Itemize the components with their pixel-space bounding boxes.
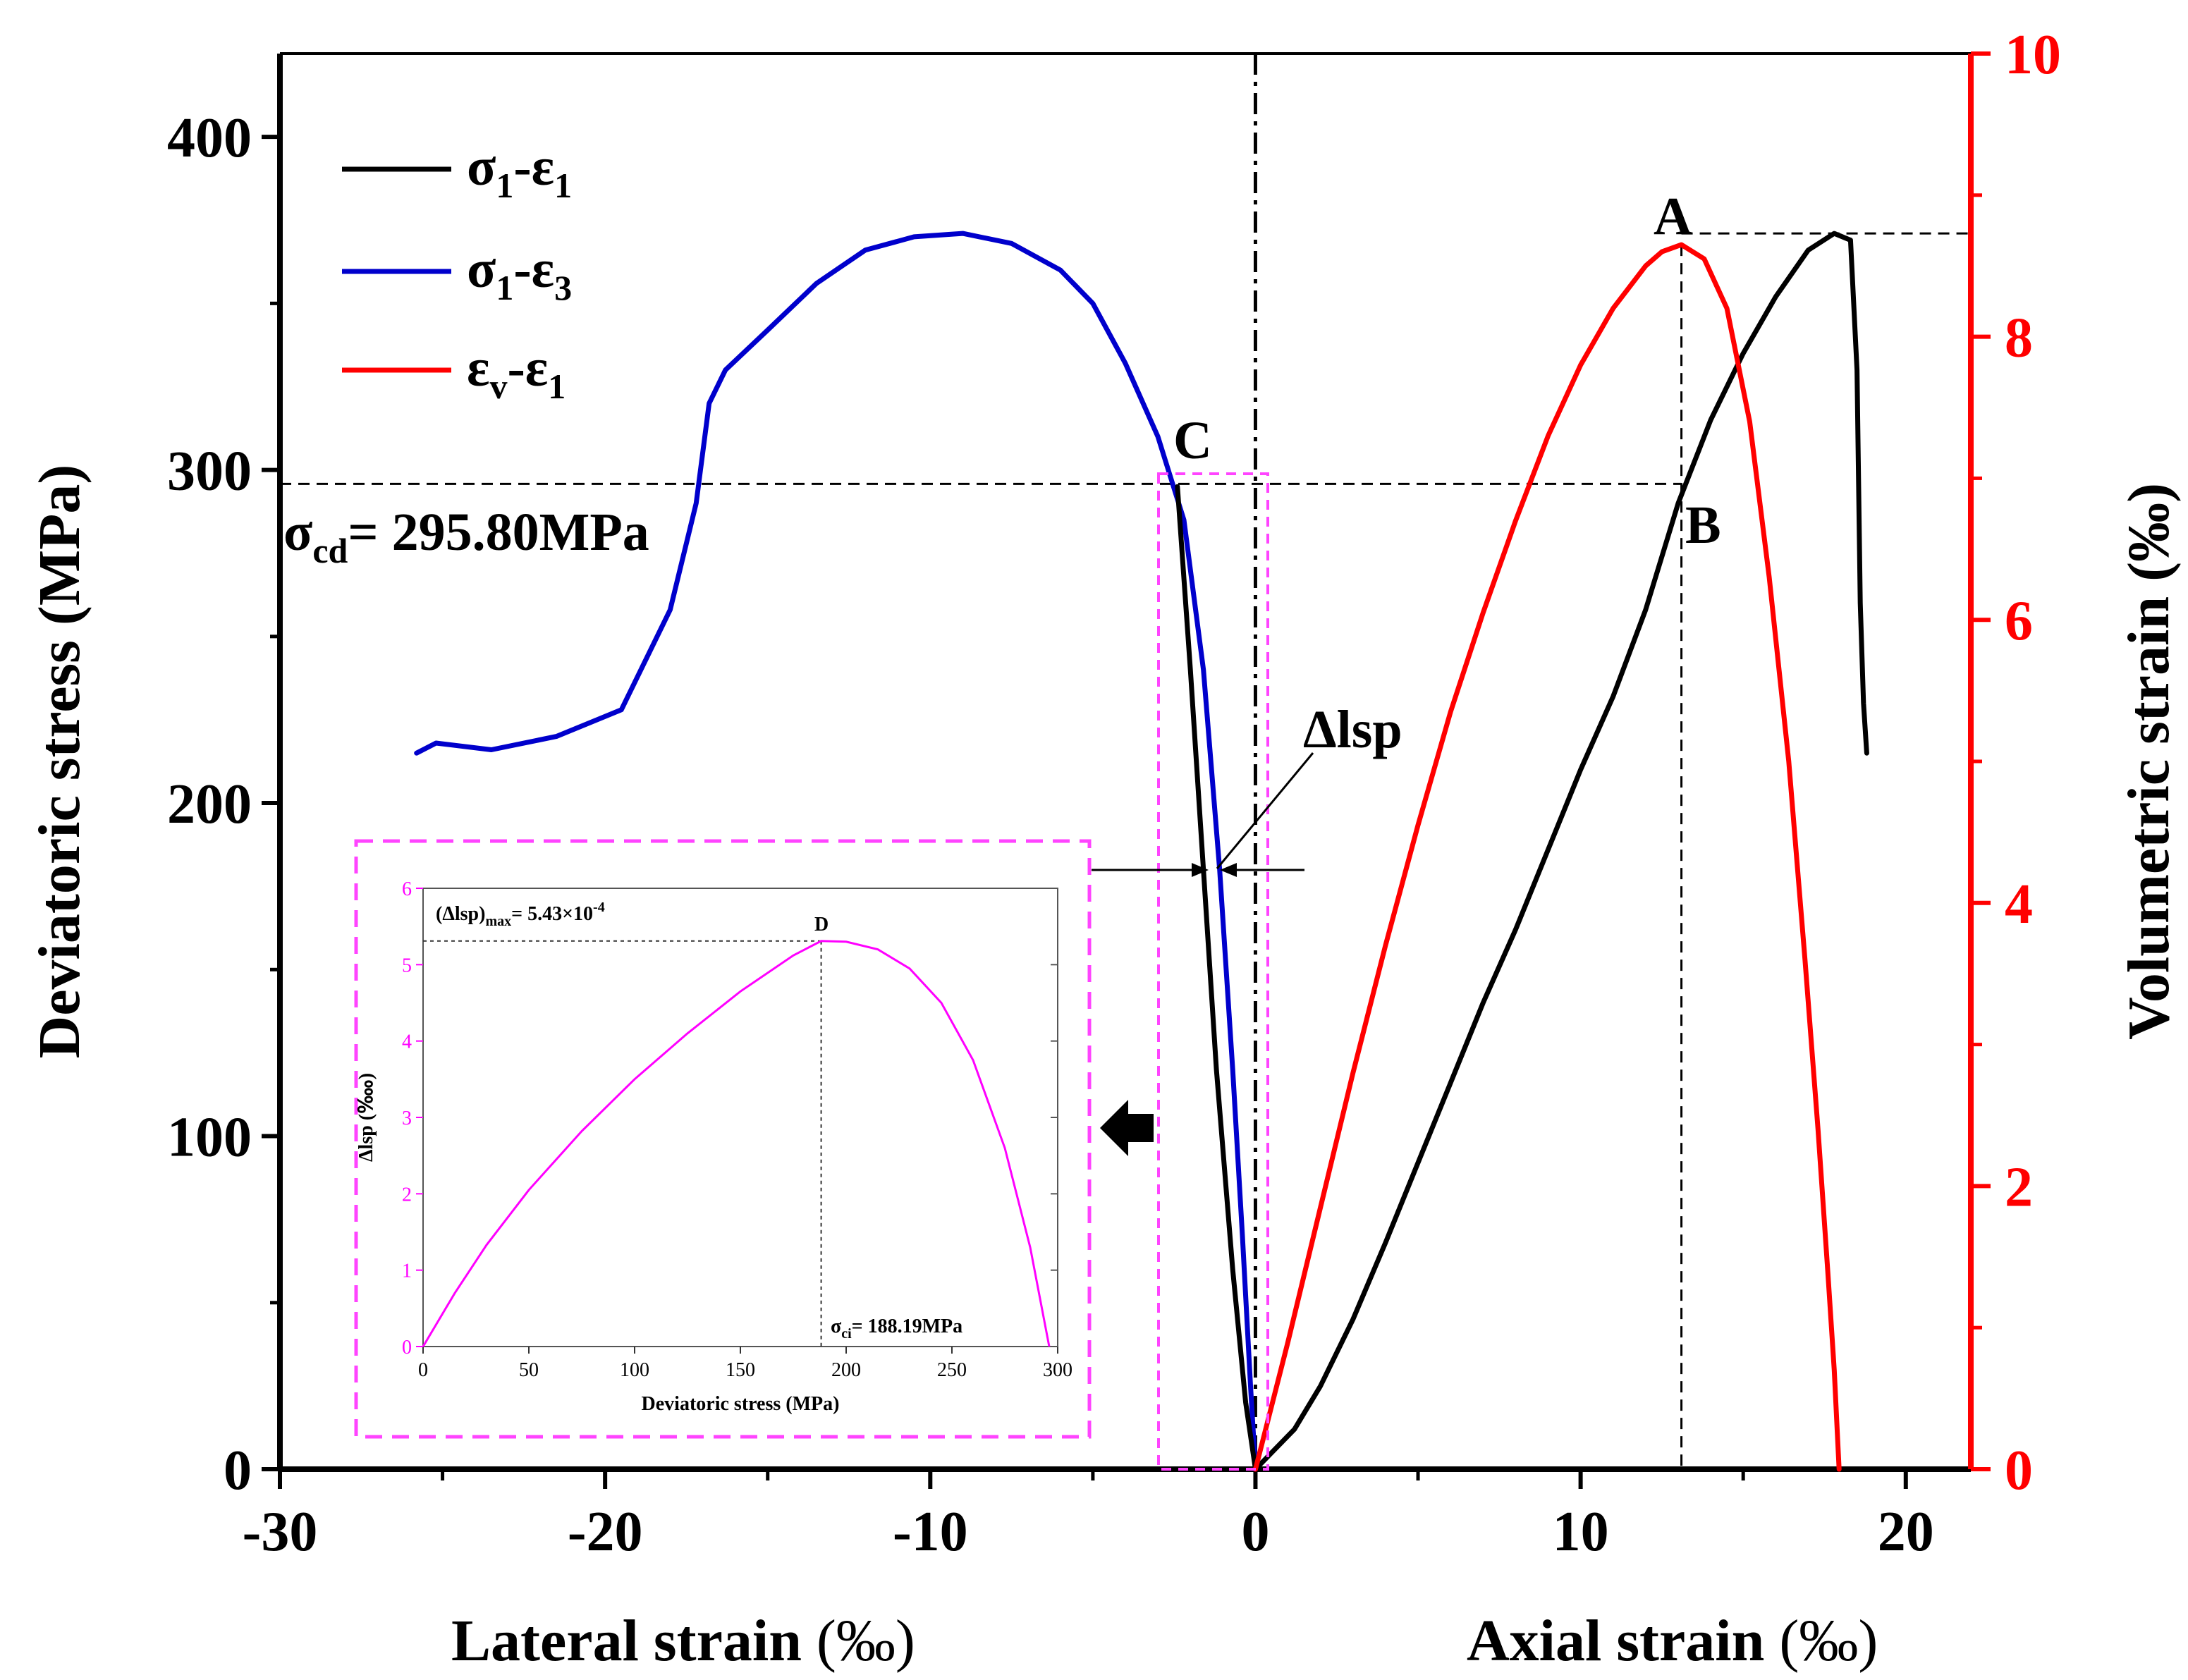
inset-x-tick-label: 0 [418, 1359, 428, 1381]
inset-y-tick-label: 1 [402, 1261, 412, 1282]
inset-y-axis-title: Δlsp (‱) [355, 1073, 377, 1162]
inset-series-line [422, 940, 1051, 1347]
x-tick-label: -30 [243, 1501, 318, 1563]
inset-y-tick-label: 5 [402, 955, 412, 976]
inset-x-tick-label: 50 [519, 1359, 539, 1381]
highlight-box [1157, 472, 1269, 1471]
y-right-tick-label: 10 [2005, 24, 2061, 86]
inset-x-tick-label: 250 [937, 1359, 967, 1381]
inset-frame-dashed [354, 839, 1092, 1439]
x-tick-label: 0 [1241, 1501, 1269, 1563]
x-tick-label: 20 [1878, 1501, 1934, 1563]
legend-label-epsv-eps1: εv-ε1 [467, 338, 566, 406]
y-right-tick-label: 4 [2005, 873, 2033, 936]
inset-x-tick-label: 100 [620, 1359, 649, 1381]
delta-lsp-arrowhead-right [1220, 863, 1237, 877]
y-right-tick-label: 0 [2005, 1440, 2033, 1502]
y-left-tick-label: 0 [224, 1440, 252, 1502]
series-line-1 [414, 231, 1258, 1472]
label-point-b: B [1685, 496, 1721, 555]
label-point-a: A [1654, 187, 1692, 246]
y-right-axis-ticks: 0 2 4 6 8 10 [1971, 24, 2061, 1502]
inset-y-tick-label: 2 [402, 1184, 412, 1206]
inset-ticks: 0 50 100 150 200 250 300 0 1 2 3 4 5 6 [402, 878, 1072, 1381]
inset-y-tick-label: 3 [402, 1108, 412, 1129]
delta-lsp-label: Δlsp [1303, 700, 1402, 759]
inset-x-tick-label: 150 [726, 1359, 755, 1381]
series-layer [414, 231, 1869, 1472]
delta-lsp-arrowhead-left [1192, 863, 1209, 877]
series-line-2 [1175, 484, 1258, 1472]
inset-y-tick-label: 6 [402, 878, 412, 900]
label-point-c: C [1173, 411, 1212, 470]
legend-label-sigma1-eps1: σ1-ε1 [467, 137, 572, 205]
legend: σ1-ε1 σ1-ε3 εv-ε1 [342, 137, 572, 406]
x-axis-ticks: -30 -20 -10 0 10 20 [243, 1469, 1934, 1563]
x-tick-label: 10 [1553, 1501, 1609, 1563]
legend-label-sigma1-eps3: σ1-ε3 [467, 240, 572, 307]
y-right-tick-label: 2 [2005, 1156, 2033, 1218]
sigma-cd-label: σcd= 295.80MPa [283, 503, 649, 570]
y-left-axis-title: Deviatoric stress (MPa) [27, 465, 92, 1059]
x-tick-label: -20 [568, 1501, 643, 1563]
inset-max-label: (Δlsp)max= 5.43×10-4 [436, 900, 605, 929]
inset-x-axis-title: Deviatoric stress (MPa) [642, 1393, 840, 1415]
y-left-tick-label: 300 [167, 441, 252, 503]
y-right-tick-label: 6 [2005, 590, 2033, 652]
inset-series [422, 940, 1051, 1347]
inset: 0 50 100 150 200 250 300 0 1 2 3 4 5 6 Deviatoric str… [354, 839, 1092, 1439]
inset-y-tick-label: 4 [402, 1031, 412, 1053]
inset-x-tick-label: 300 [1043, 1359, 1072, 1381]
reference-lines [280, 54, 1971, 1469]
series-line-3 [1253, 242, 1842, 1472]
inset-sigma-ci-label: σci= 188.19MPa [831, 1316, 962, 1342]
y-left-tick-label: 200 [167, 773, 252, 835]
y-right-tick-label: 8 [2005, 307, 2033, 369]
y-left-tick-label: 100 [167, 1107, 252, 1169]
inset-y-tick-label: 0 [402, 1337, 412, 1359]
x-axis-title-axial: Axial strain (‰) [1467, 1608, 1878, 1674]
inset-pointer-arrow-icon [1100, 1100, 1154, 1156]
inset-point-d-label: D [814, 914, 829, 936]
inset-x-tick-label: 200 [831, 1359, 861, 1381]
x-axis-title-lateral: Lateral strain (‰) [451, 1608, 915, 1674]
y-left-tick-label: 400 [167, 107, 252, 169]
y-right-axis-title: Volumetric strain (‰) [2116, 483, 2182, 1040]
series-line-0 [1253, 231, 1869, 1472]
x-tick-label: -10 [893, 1501, 968, 1563]
delta-lsp-leader [1216, 752, 1314, 869]
y-left-axis-ticks: 0 100 200 300 400 [167, 107, 280, 1502]
